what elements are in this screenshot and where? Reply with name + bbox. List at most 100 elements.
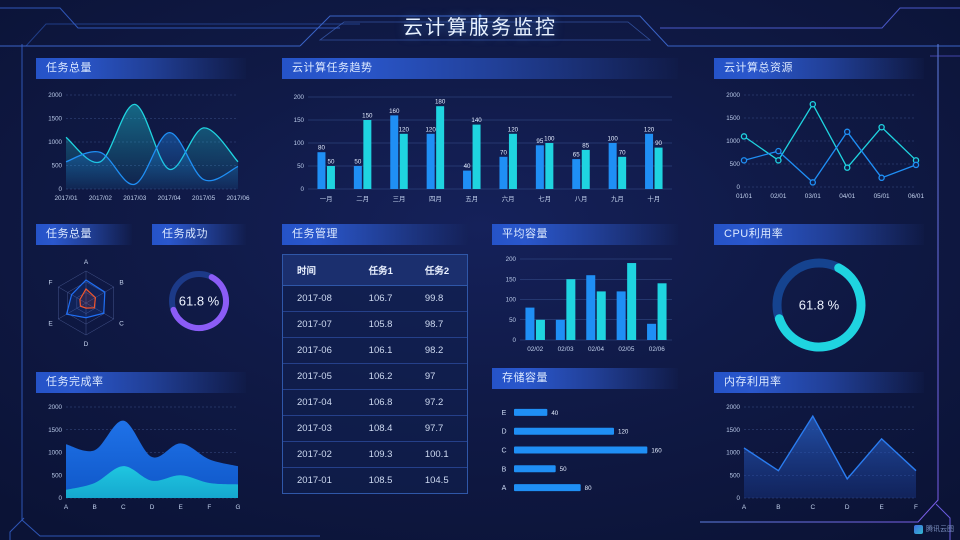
svg-text:100: 100	[294, 140, 305, 147]
dashboard-header: 云计算服务监控	[0, 0, 960, 52]
chart-task-total-radar: A B C D E F	[36, 245, 132, 360]
table-row[interactable]: 2017-07 105.8 98.7	[283, 311, 467, 338]
panel-task-total-radar: 任务总量 A B C D E F	[36, 224, 132, 360]
svg-text:B: B	[502, 466, 507, 473]
svg-text:0: 0	[737, 495, 741, 502]
table-row[interactable]: 2017-03 108.4 97.7	[283, 415, 467, 442]
svg-text:02/05: 02/05	[618, 346, 634, 353]
table-row[interactable]: 2017-01 108.5 104.5	[283, 468, 467, 494]
svg-text:2000: 2000	[48, 92, 62, 99]
panel-title-task-total-area: 任务总量	[36, 58, 246, 79]
table-row[interactable]: 2017-05 106.2 97	[283, 363, 467, 390]
svg-text:E: E	[879, 504, 883, 511]
svg-text:120: 120	[399, 126, 410, 133]
svg-text:2017/05: 2017/05	[192, 195, 216, 202]
table-cell: 108.5	[368, 475, 393, 486]
table-cell: 100.1	[410, 441, 467, 468]
svg-text:2000: 2000	[48, 404, 62, 411]
svg-text:02/01: 02/01	[770, 193, 786, 200]
panel-memory-usage: 内存利用率 0 500 1000 1500 2000 A B C D E F	[714, 372, 924, 523]
svg-text:200: 200	[506, 256, 517, 263]
panel-title-task-success: 任务成功	[152, 224, 246, 245]
svg-text:70: 70	[619, 149, 626, 156]
page-title: 云计算服务监控	[403, 17, 557, 39]
svg-text:C: C	[121, 504, 126, 511]
svg-text:A: A	[502, 485, 507, 492]
table-cell: 99.8	[410, 285, 467, 312]
cloud-chart-logo-icon	[914, 524, 923, 534]
svg-text:150: 150	[362, 113, 373, 120]
panel-title-memory-usage: 内存利用率	[714, 372, 924, 393]
table-row[interactable]: 2017-06 106.1 98.2	[283, 337, 467, 364]
panel-title-task-trend: 云计算任务趋势	[282, 58, 678, 79]
svg-text:D: D	[845, 504, 850, 511]
panel-title-task-manage: 任务管理	[282, 224, 468, 245]
svg-text:100: 100	[506, 297, 517, 304]
table-col-header-2: 任务2	[410, 255, 467, 286]
table-row[interactable]: 2017-04 106.8 97.2	[283, 389, 467, 416]
panel-title-cpu-usage: CPU利用率	[714, 224, 924, 245]
gauge-task-success: 61.8 %	[152, 245, 246, 355]
chart-avg-capacity: 0 50 100 150 200 02/02 02/03 02/04 02/05 02/06	[492, 245, 678, 367]
chart-task-trend: 0 50 100 150 200 80 50 一月 50 150 二月 160 120 三月 120 180 四…	[282, 79, 678, 219]
chart-memory-usage: 0 500 1000 1500 2000 A B C D E F	[714, 393, 924, 523]
svg-text:C: C	[501, 448, 506, 455]
svg-text:B: B	[93, 504, 97, 511]
svg-text:50: 50	[354, 159, 361, 166]
svg-text:一月: 一月	[320, 195, 333, 203]
svg-text:03/01: 03/01	[805, 193, 821, 200]
panel-title-task-total-radar: 任务总量	[36, 224, 132, 245]
svg-text:A: A	[84, 259, 89, 266]
svg-text:三月: 三月	[393, 195, 406, 203]
panel-title-avg-capacity: 平均容量	[492, 224, 678, 245]
table-row[interactable]: 2017-08 106.7 99.8	[283, 285, 467, 312]
chart-task-complete: 0 500 1000 1500 2000 A B C D E F G	[36, 393, 246, 523]
panel-task-manage: 任务管理 时间 任务1 任务2 2017-08 106.7 99.8 2017-07 105…	[282, 224, 468, 494]
svg-text:65: 65	[573, 152, 580, 159]
svg-text:D: D	[150, 504, 155, 511]
svg-text:90: 90	[655, 140, 662, 147]
svg-text:C: C	[810, 504, 815, 511]
svg-text:500: 500	[730, 161, 741, 168]
svg-text:1000: 1000	[48, 450, 62, 457]
svg-text:2017/01: 2017/01	[54, 195, 78, 202]
svg-text:02/03: 02/03	[558, 346, 574, 353]
svg-text:E: E	[502, 410, 507, 417]
table-header-row: 时间 任务1 任务2	[283, 255, 467, 286]
svg-text:50: 50	[560, 466, 567, 473]
table-row[interactable]: 2017-02 109.3 100.1	[283, 441, 467, 468]
svg-text:61.8 %: 61.8 %	[799, 298, 840, 313]
svg-text:八月: 八月	[575, 195, 588, 203]
svg-text:120: 120	[508, 126, 519, 133]
table-cell: 106.7	[354, 285, 411, 312]
svg-text:F: F	[914, 504, 918, 511]
svg-text:70: 70	[500, 149, 507, 156]
chart-total-resource: 0 500 1000 1500 2000 01/01 02/01 03/01 04/01 05/0…	[714, 79, 924, 214]
table-cell: 106.8	[354, 389, 411, 416]
table-cell: 2017-02	[283, 441, 355, 468]
table-cell: 2017-07	[283, 311, 355, 338]
svg-text:0: 0	[513, 337, 517, 344]
panel-task-success: 任务成功 61.8 %	[152, 224, 246, 355]
panel-storage-capacity: 存储容量 E 40 D 120 C 160 B 50 A 80	[492, 368, 678, 519]
svg-text:0: 0	[301, 186, 305, 193]
table-cell: 2017-01	[297, 475, 332, 486]
svg-text:500: 500	[730, 472, 741, 479]
svg-text:九月: 九月	[611, 194, 624, 203]
svg-text:120: 120	[425, 126, 436, 133]
watermark: 腾讯云图	[914, 524, 954, 534]
svg-text:十月: 十月	[647, 194, 660, 203]
svg-text:200: 200	[294, 94, 305, 101]
table-cell: 105.8	[354, 311, 411, 338]
task-table-wrap: 时间 任务1 任务2 2017-08 106.7 99.8 2017-07 105.8 98.…	[282, 254, 468, 494]
svg-text:140: 140	[471, 117, 482, 124]
svg-text:500: 500	[52, 163, 63, 170]
table-cell: 2017-08	[283, 285, 355, 312]
svg-text:80: 80	[318, 145, 325, 152]
svg-text:61.8 %: 61.8 %	[179, 294, 220, 309]
table-cell: 106.1	[354, 337, 411, 364]
table-cell: 106.2	[354, 363, 411, 390]
svg-text:80: 80	[585, 485, 592, 492]
table-cell: 97.2	[410, 389, 467, 416]
svg-text:06/01: 06/01	[908, 193, 924, 200]
